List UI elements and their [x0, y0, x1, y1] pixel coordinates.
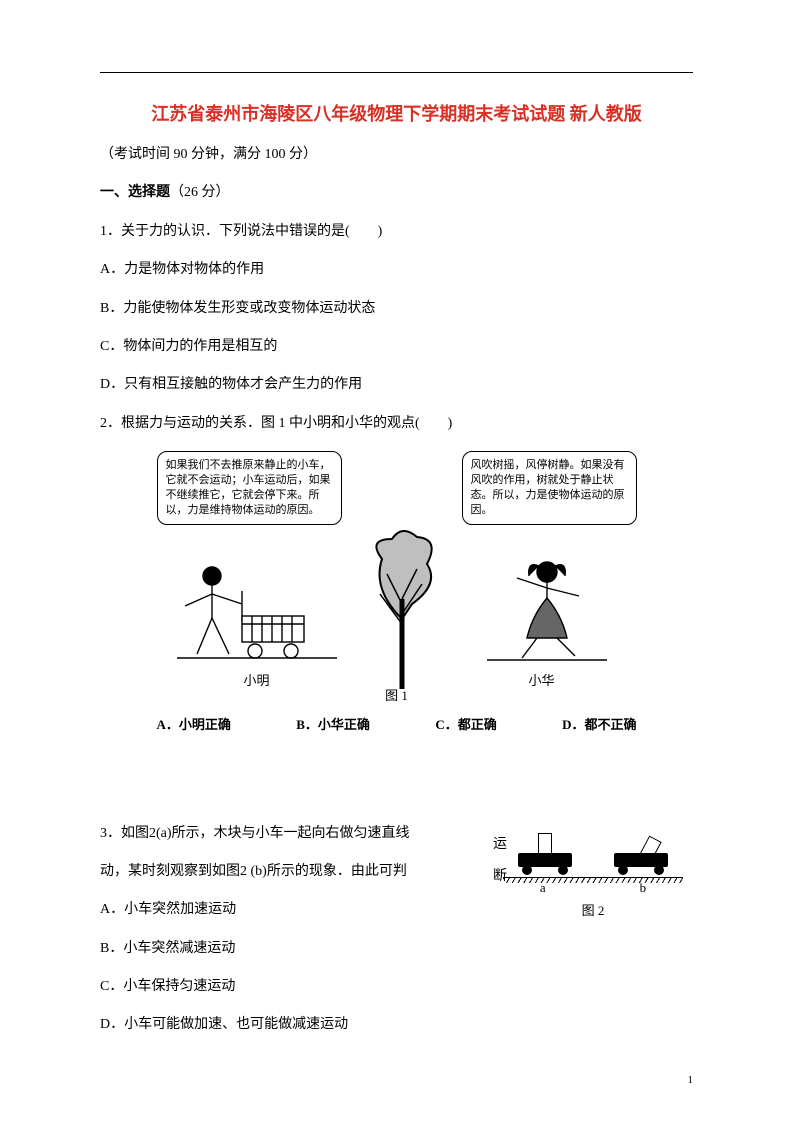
xiaoming-cart-icon — [167, 546, 347, 666]
speech-bubble-right: 风吹树摇，风停树静。如果没有风吹的作用，树就处于静止状态。所以，力是使物体运动的… — [462, 451, 637, 524]
figure-2 — [493, 833, 693, 867]
name-right: 小华 — [528, 670, 554, 689]
xiaohua-icon — [467, 546, 617, 666]
figure-1: 如果我们不去推原来静止的小车，它就不会运动；小车运动后，如果不继续推它，它就会停… — [100, 451, 693, 703]
q3-block: 3．如图2(a)所示，木块与小车一起向右做匀速直线 动，某时刻观察到如图2 (b… — [100, 823, 693, 1053]
ground-icon — [503, 877, 683, 878]
q3-opt-d: D．小车可能做加速、也可能做减速运动 — [100, 1014, 475, 1036]
block-upright-icon — [538, 833, 552, 855]
q2-options: A．小明正确 B．小华正确 C．都正确 D．都不正确 — [157, 714, 637, 733]
q2-opt-d: D．都不正确 — [562, 714, 636, 733]
top-rule — [100, 72, 693, 73]
q2-opt-b: B．小华正确 — [296, 714, 370, 733]
q2-opt-c: C．都正确 — [435, 714, 496, 733]
q3-line1-right: 运 — [493, 831, 507, 853]
q1-opt-d: D．只有相互接触的物体才会产生力的作用 — [100, 374, 693, 396]
q1-stem: 1．关于力的认识．下列说法中错误的是( ) — [100, 221, 693, 243]
exam-info: （考试时间 90 分钟，满分 100 分） — [100, 144, 693, 166]
cart-a-icon — [518, 853, 572, 867]
tree-icon — [362, 529, 442, 689]
figure-2-caption: 图 2 — [493, 900, 693, 919]
q3-opt-a: A．小车突然加速运动 — [100, 899, 475, 921]
speech-bubble-left: 如果我们不去推原来静止的小车，它就不会运动；小车运动后，如果不继续推它，它就会停… — [157, 451, 342, 524]
q2-opt-a: A．小明正确 — [157, 714, 231, 733]
section-1-points: （26 分） — [170, 185, 230, 200]
q1-opt-b: B．力能使物体发生形变或改变物体运动状态 — [100, 298, 693, 320]
q1-opt-a: A．力是物体对物体的作用 — [100, 259, 693, 281]
q3-opt-b: B．小车突然减速运动 — [100, 938, 475, 960]
q3-line2-left: 动，某时刻观察到如图2 (b)所示的现象．由此可判 — [100, 861, 407, 883]
section-1-heading: 一、选择题（26 分） — [100, 182, 693, 204]
q2-stem: 2．根据力与运动的关系．图 1 中小明和小华的观点( ) — [100, 413, 693, 435]
name-left: 小明 — [243, 670, 269, 689]
q1-opt-c: C．物体间力的作用是相互的 — [100, 336, 693, 358]
page-number: 1 — [688, 1074, 694, 1086]
section-1-head: 一、选择题 — [100, 185, 170, 200]
q3-opt-c: C．小车保持匀速运动 — [100, 976, 475, 998]
doc-title: 江苏省泰州市海陵区八年级物理下学期期末考试试题 新人教版 — [100, 100, 693, 126]
q3-line1-left: 3．如图2(a)所示，木块与小车一起向右做匀速直线 — [100, 823, 410, 845]
cart-b-icon — [614, 853, 668, 867]
